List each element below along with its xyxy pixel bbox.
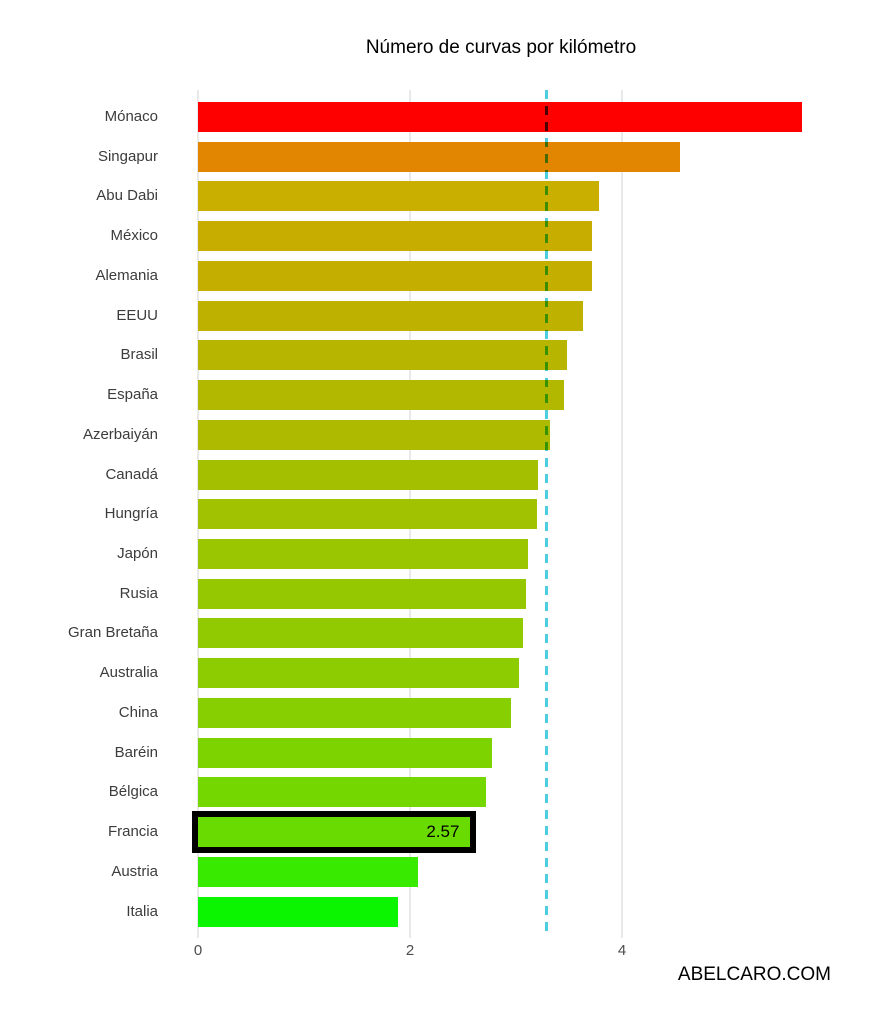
- bar-eeuu: [198, 300, 583, 331]
- bar-monaco: [198, 102, 803, 132]
- watermark: ABELCARO.COM: [677, 964, 831, 985]
- bar-azerbaiyan: [198, 419, 550, 450]
- x-tick-label: 0: [193, 942, 203, 959]
- category-label-canada: Canadá: [105, 465, 158, 483]
- category-label-china: China: [118, 703, 158, 721]
- bar-barein: [198, 737, 492, 768]
- highlighted-bar-value-label: 2.57: [426, 822, 460, 842]
- reference-line: [545, 90, 549, 938]
- bar-brasil: [198, 340, 567, 371]
- bar-singapur: [198, 141, 681, 172]
- category-label-monaco: Mónaco: [104, 108, 158, 125]
- x-tick-label: 2: [405, 942, 415, 959]
- category-label-brasil: Brasil: [120, 346, 158, 364]
- bar-belgica: [198, 777, 487, 808]
- category-label-mexico: México: [110, 227, 158, 245]
- category-label-abu-dabi: Abu Dabi: [96, 187, 158, 205]
- bar-australia: [198, 658, 520, 689]
- bar-china: [198, 697, 511, 728]
- category-label-eeuu: EEUU: [116, 306, 158, 324]
- bar-espana: [198, 380, 564, 411]
- category-label-austria: Austria: [111, 862, 158, 880]
- category-label-francia: Francia: [107, 823, 158, 841]
- category-label-hungria: Hungría: [104, 505, 158, 523]
- category-label-gran-bretana: Gran Bretaña: [67, 624, 158, 642]
- category-label-azerbaiyan: Azerbaiyán: [82, 425, 158, 443]
- bar-rusia: [198, 578, 526, 609]
- bar-gran-bretana: [198, 618, 524, 649]
- category-label-italia: Italia: [126, 902, 158, 920]
- chart-title: Número de curvas por kilómetro: [365, 37, 637, 58]
- bar-japon: [198, 539, 528, 570]
- category-label-japon: Japón: [117, 545, 158, 563]
- category-label-espana: España: [107, 386, 158, 404]
- category-label-alemania: Alemania: [95, 266, 158, 284]
- category-label-australia: Australia: [99, 664, 158, 682]
- plot-area: 0 2 4 Mónaco Singapur Abu Dabi México Alemania E…: [0, 90, 893, 959]
- bar-italia: [198, 896, 399, 927]
- bar-hungria: [198, 499, 538, 530]
- category-label-barein: Baréin: [114, 743, 158, 761]
- bar-alemania: [198, 260, 593, 291]
- category-label-singapur: Singapur: [97, 147, 158, 165]
- gridline-x-4: [621, 90, 623, 938]
- bar-canada: [198, 459, 539, 490]
- bar-abu-dabi: [198, 181, 599, 212]
- bar-austria: [198, 856, 419, 887]
- category-label-rusia: Rusia: [119, 584, 158, 602]
- bar-francia: 2.57: [192, 811, 477, 854]
- category-label-belgica: Bélgica: [108, 783, 158, 801]
- bar-mexico: [198, 221, 593, 252]
- x-tick-label: 4: [617, 942, 627, 959]
